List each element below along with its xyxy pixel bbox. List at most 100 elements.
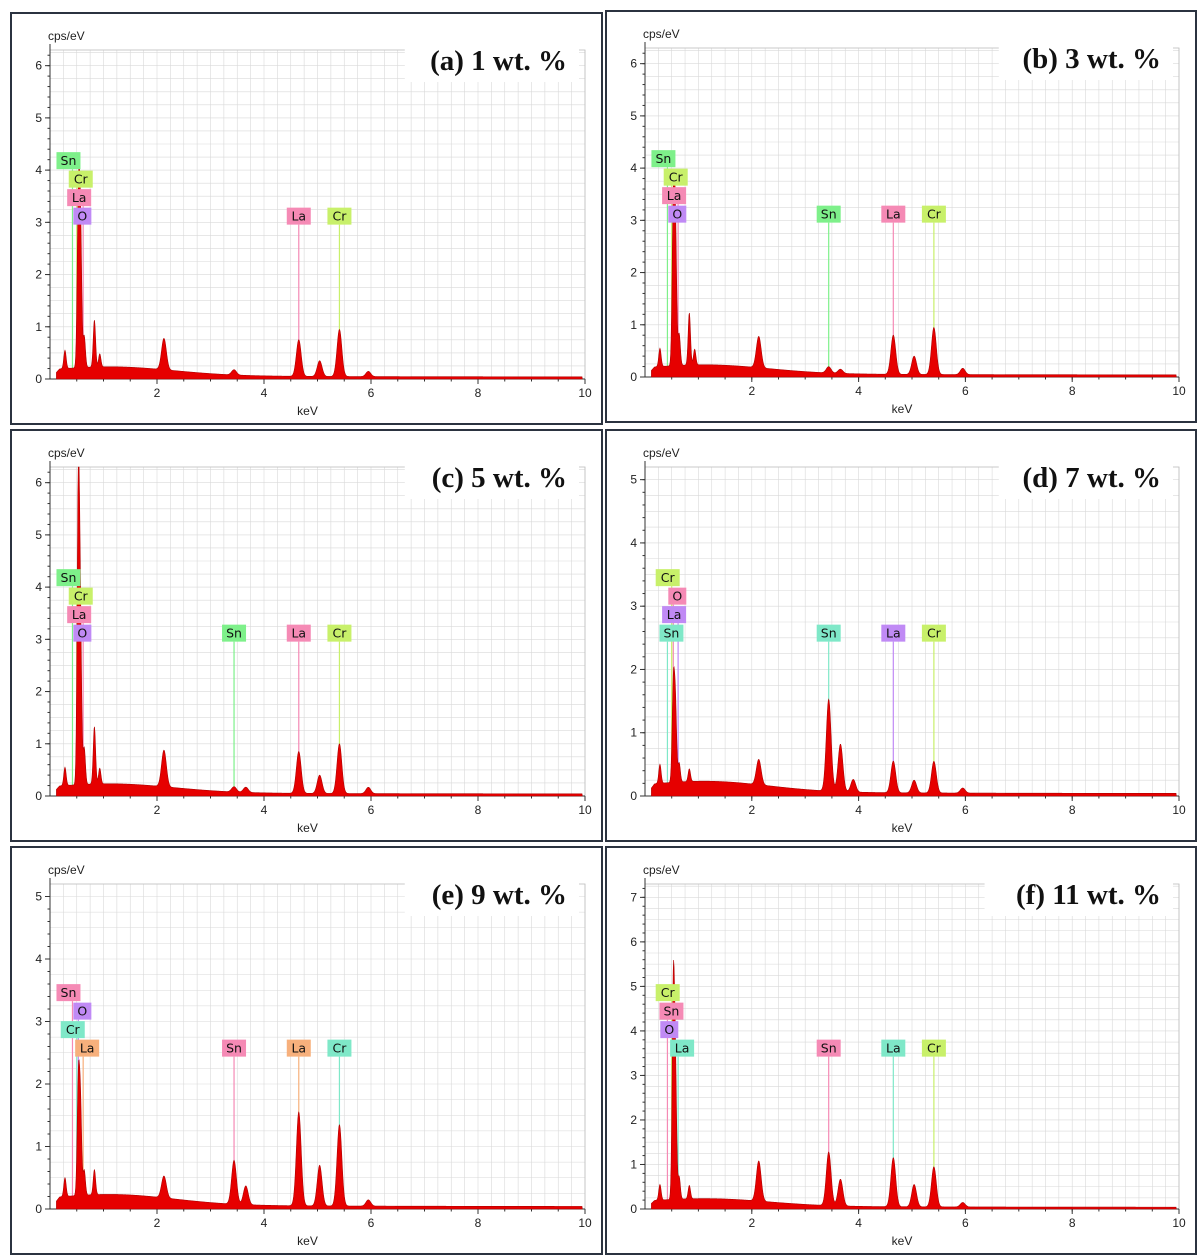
element-label-text: Cr <box>927 626 942 641</box>
element-label: La <box>662 606 687 624</box>
element-label-text: La <box>886 207 901 222</box>
x-tick-label: 6 <box>962 803 969 817</box>
element-label-text: La <box>72 190 87 205</box>
x-tick-label: 6 <box>368 386 375 400</box>
x-axis-unit: keV <box>892 1234 913 1248</box>
element-label: Sn <box>56 984 81 1002</box>
element-label: Sn <box>659 624 684 642</box>
y-axis-unit: cps/eV <box>643 27 680 41</box>
y-tick-label: 0 <box>630 1202 637 1216</box>
y-tick-label: 0 <box>630 370 637 384</box>
eds-spectrum-chart: 2 4 6 8 10 0 1 2 3 4 5 6 cps/eV keV Sn Cr La O Sn La Cr (c) 5… <box>35 446 592 835</box>
element-label-text: La <box>72 607 87 622</box>
y-tick-label: 1 <box>630 1157 637 1171</box>
element-label-text: La <box>667 188 682 203</box>
x-axis-unit: keV <box>892 821 913 835</box>
y-axis-unit: cps/eV <box>643 863 680 877</box>
spectrum-area <box>56 165 583 380</box>
x-tick-label: 10 <box>1172 1216 1186 1230</box>
y-tick-label: 5 <box>630 109 637 123</box>
element-label: Sn <box>56 152 81 170</box>
element-label: Cr <box>327 1039 352 1057</box>
x-tick-label: 4 <box>261 386 268 400</box>
element-label-text: O <box>77 1004 87 1019</box>
element-label: O <box>73 1002 92 1020</box>
y-tick-label: 6 <box>630 935 637 949</box>
element-label: O <box>668 205 687 223</box>
element-label: Cr <box>68 170 93 188</box>
y-tick-label: 4 <box>35 580 42 594</box>
element-label-text: Cr <box>332 209 347 224</box>
gridlines <box>49 884 586 1210</box>
element-label: O <box>668 587 687 605</box>
y-tick-label: 0 <box>35 372 42 386</box>
element-label-text: Cr <box>927 1041 942 1056</box>
x-axis-unit: keV <box>297 821 318 835</box>
x-tick-label: 6 <box>368 1216 375 1230</box>
panel-title: (f) 11 wt. % <box>984 870 1173 916</box>
x-tick-label: 4 <box>855 384 862 398</box>
y-tick-label: 1 <box>35 1140 42 1154</box>
element-label-text: O <box>672 207 682 222</box>
element-label: Sn <box>56 569 81 587</box>
x-tick-label: 6 <box>962 384 969 398</box>
x-tick-label: 10 <box>578 803 592 817</box>
element-label: La <box>75 1039 100 1057</box>
element-label: Cr <box>663 168 688 186</box>
element-label-text: Sn <box>821 207 837 222</box>
x-tick-label: 6 <box>368 803 375 817</box>
panel-title: (b) 3 wt. % <box>998 34 1173 80</box>
x-tick-label: 10 <box>1172 384 1186 398</box>
y-tick-label: 5 <box>35 528 42 542</box>
x-tick-label: 2 <box>748 803 755 817</box>
element-label: Cr <box>655 984 680 1002</box>
x-tick-label: 8 <box>475 803 482 817</box>
x-tick-label: 4 <box>855 1216 862 1230</box>
element-label: La <box>662 187 687 205</box>
gridlines <box>49 467 586 797</box>
spectrum-area <box>56 466 583 797</box>
y-tick-label: 5 <box>35 890 42 904</box>
element-label-text: Sn <box>821 1041 837 1056</box>
element-label-text: La <box>291 626 306 641</box>
gridlines <box>644 884 1180 1210</box>
element-label-text: O <box>672 589 682 604</box>
gridlines <box>49 50 586 380</box>
y-tick-label: 4 <box>630 536 637 550</box>
element-label: La <box>881 1039 906 1057</box>
element-label-text: O <box>664 1022 674 1037</box>
element-label: Cr <box>68 587 93 605</box>
element-label: La <box>881 205 906 223</box>
panel-title: (d) 7 wt. % <box>998 453 1173 499</box>
eds-spectrum-chart: 2 4 6 8 10 0 1 2 3 4 5 cps/eV keV Cr O La Sn Sn La Cr (d) 7 … <box>630 446 1186 835</box>
element-label-text: La <box>291 209 306 224</box>
y-tick-label: 1 <box>630 726 637 740</box>
y-tick-label: 3 <box>630 599 637 613</box>
spectrum-area <box>651 959 1177 1210</box>
panel-title: (e) 9 wt. % <box>404 870 579 916</box>
element-label: Sn <box>816 1039 841 1057</box>
eds-panel-b: 2 4 6 8 10 0 1 2 3 4 5 6 cps/eV keV Sn Cr La O Sn La Cr (b) 3… <box>605 10 1197 423</box>
spectrum-area <box>651 665 1177 797</box>
element-label-text: Cr <box>661 985 676 1000</box>
x-tick-label: 2 <box>748 384 755 398</box>
panel-title-text: (c) 5 wt. % <box>432 462 567 494</box>
y-axis-unit: cps/eV <box>48 29 85 43</box>
element-label: Cr <box>921 205 946 223</box>
eds-panel-c: 2 4 6 8 10 0 1 2 3 4 5 6 cps/eV keV Sn Cr La O Sn La Cr (c) 5… <box>10 429 603 842</box>
eds-panel-d: 2 4 6 8 10 0 1 2 3 4 5 cps/eV keV Cr O La Sn Sn La Cr (d) 7 … <box>605 429 1197 842</box>
x-tick-label: 4 <box>261 1216 268 1230</box>
eds-panel-e: 2 4 6 8 10 0 1 2 3 4 5 cps/eV keV Sn O Cr La Sn La Cr (e) 9 … <box>10 846 603 1255</box>
y-tick-label: 2 <box>35 1077 42 1091</box>
x-tick-label: 10 <box>1172 803 1186 817</box>
element-label-text: Sn <box>61 153 77 168</box>
element-label: Sn <box>222 1039 247 1057</box>
y-tick-label: 5 <box>630 473 637 487</box>
y-tick-label: 4 <box>630 1024 637 1038</box>
y-tick-label: 2 <box>630 266 637 280</box>
element-label-text: Cr <box>669 170 684 185</box>
x-tick-label: 10 <box>578 1216 592 1230</box>
y-tick-label: 2 <box>35 685 42 699</box>
element-label-text: Cr <box>74 589 89 604</box>
